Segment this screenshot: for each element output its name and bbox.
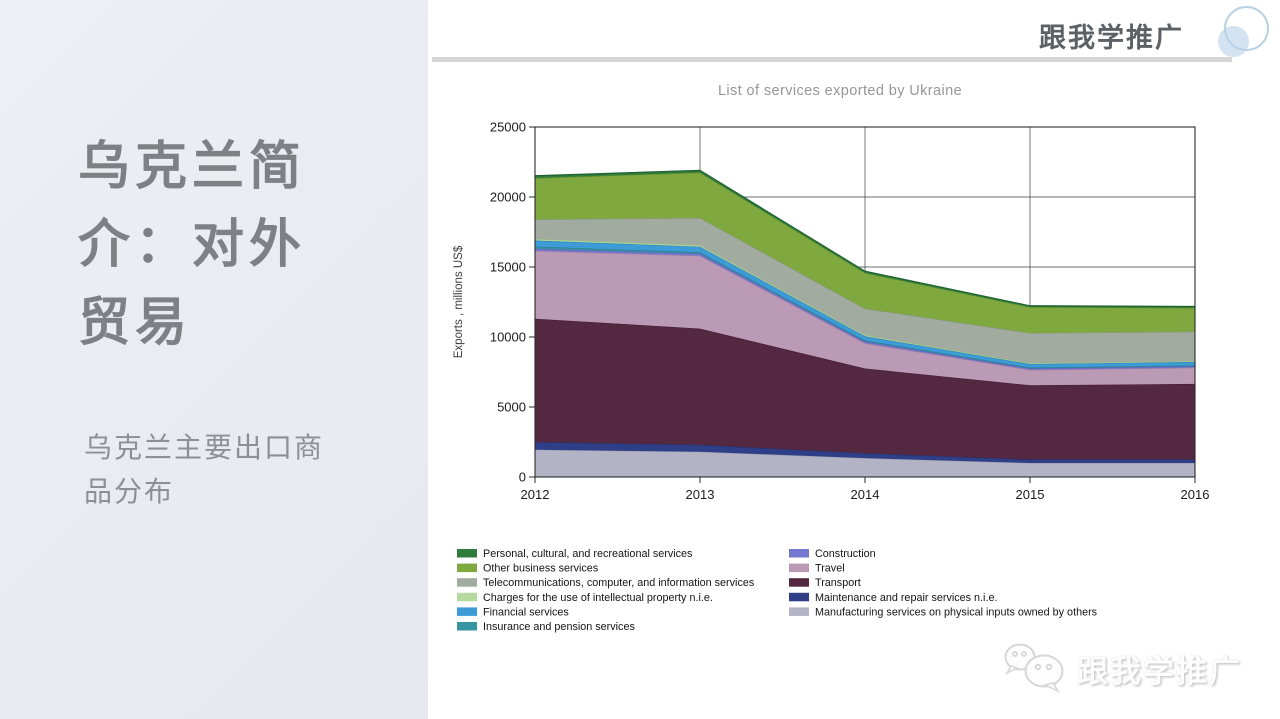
legend-swatch-travel	[789, 563, 809, 573]
legend-swatch-personal-cultural-and-recreational-services	[457, 549, 477, 558]
chart-svg: List of services exported by Ukraine Expo…	[453, 83, 1210, 633]
wechat-bubbles-icon	[1004, 643, 1064, 693]
legend-label-telecommunications-computer-and-information-services: Telecommunications, computer, and inform…	[483, 577, 755, 589]
legend-label-manufacturing-services-on-physical-inputs-owned-by-others: Manufacturing services on physical input…	[815, 606, 1098, 618]
area-maintenance-and-repair-services-n-i-e	[535, 442, 1195, 463]
area-telecommunications-computer-and-information-services	[535, 218, 1195, 364]
legend-swatch-charges-for-the-use-of-intellectual-property-n-i-e	[457, 592, 477, 602]
area-manufacturing-services-on-physical-inputs-owned-by-others	[535, 449, 1195, 477]
chart-top-edge-strip	[432, 57, 1232, 62]
brand-watermark-text: 跟我学推广	[1077, 653, 1242, 689]
legend-swatch-insurance-and-pension-services	[457, 622, 477, 631]
legend-label-other-business-services: Other business services	[483, 563, 599, 575]
y-tick-label: 10000	[490, 330, 526, 345]
legend-label-charges-for-the-use-of-intellectual-property-n-i-e: Charges for the use of intellectual prop…	[483, 592, 713, 604]
slide-subtitle: 乌克兰主要出口商品分布	[84, 432, 325, 507]
legend-swatch-financial-services	[457, 607, 477, 616]
legend-label-financial-services: Financial services	[483, 606, 569, 618]
x-tick-label: 2012	[521, 487, 550, 502]
area-edge-personal-cultural-and-recreational-services	[534, 169, 1196, 308]
area-other-business-services	[535, 172, 1195, 334]
brand-name-text: 跟我学推广	[1039, 23, 1184, 53]
legend-label-transport: Transport	[815, 577, 861, 589]
chart-title: List of services exported by Ukraine	[718, 83, 962, 99]
y-axis-label: Exports , millions US$	[453, 245, 465, 358]
x-tick-label: 2014	[851, 487, 880, 502]
legend-label-insurance-and-pension-services: Insurance and pension services	[483, 621, 635, 633]
x-tick-label: 2015	[1016, 487, 1045, 502]
brand-logo-top: 跟我学推广	[990, 0, 1280, 75]
y-tick-label: 15000	[490, 260, 526, 275]
legend-label-travel: Travel	[815, 563, 845, 575]
legend-swatch-maintenance-and-repair-services-n-i-e	[789, 592, 809, 602]
legend-label-personal-cultural-and-recreational-services: Personal, cultural, and recreational ser…	[483, 548, 693, 560]
legend-label-construction: Construction	[815, 548, 876, 560]
legend-swatch-transport	[789, 578, 809, 587]
slide-title: 乌克兰简介：对外贸易	[78, 138, 307, 352]
legend-swatch-telecommunications-computer-and-information-services	[457, 578, 477, 587]
left-panel: 乌克兰简介：对外贸易 乌克兰主要出口商品分布	[0, 0, 428, 719]
y-tick-label: 5000	[497, 400, 526, 415]
legend-label-maintenance-and-repair-services-n-i-e: Maintenance and repair services n.i.e.	[815, 592, 997, 604]
legend-swatch-other-business-services	[457, 563, 477, 573]
area-transport	[535, 318, 1195, 460]
legend-swatch-construction	[789, 549, 809, 558]
x-tick-label: 2016	[1181, 487, 1210, 502]
area-travel	[535, 250, 1195, 386]
y-tick-label: 0	[519, 470, 526, 485]
x-tick-label: 2013	[686, 487, 715, 502]
circle-outline-icon	[1224, 6, 1269, 51]
y-tick-label: 20000	[490, 190, 526, 205]
legend-swatch-manufacturing-services-on-physical-inputs-owned-by-others	[789, 607, 809, 616]
brand-watermark: 跟我学推广	[1001, 639, 1242, 697]
y-tick-label: 25000	[490, 120, 526, 135]
